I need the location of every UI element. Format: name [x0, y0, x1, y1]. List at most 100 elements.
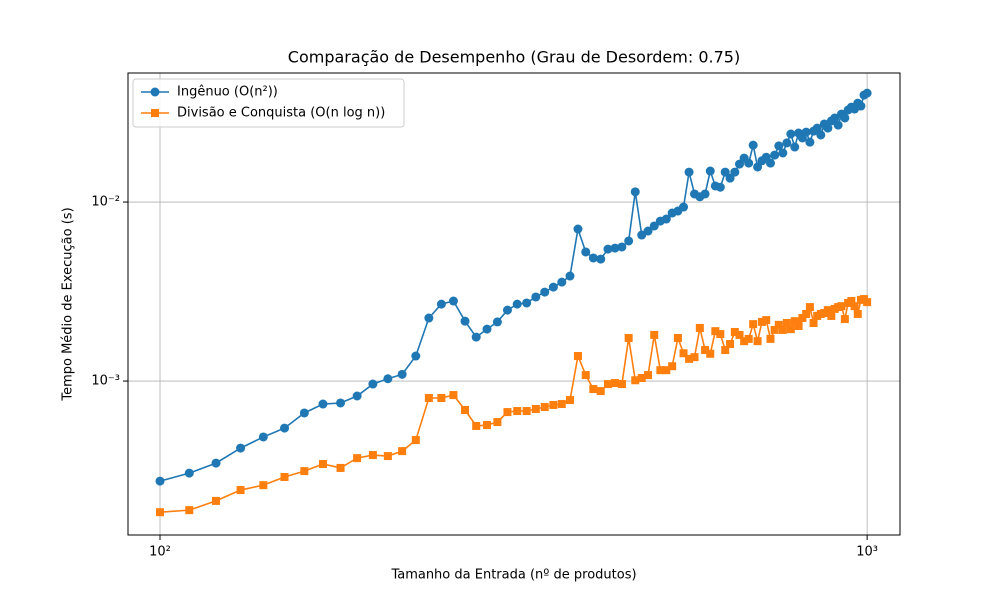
marker [715, 182, 725, 192]
marker [637, 373, 646, 382]
marker [726, 340, 735, 349]
marker [701, 346, 710, 355]
marker [565, 271, 575, 281]
legend-box [132, 78, 405, 128]
marker [512, 299, 522, 309]
marker [437, 394, 446, 403]
marker [766, 334, 775, 343]
marker [685, 354, 694, 363]
y-tick-label: 10⁻³ [91, 374, 120, 389]
marker [540, 403, 549, 412]
marker [383, 452, 392, 461]
marker [299, 408, 309, 418]
marker [603, 244, 613, 254]
marker [649, 221, 659, 231]
marker [461, 406, 470, 415]
marker [411, 351, 421, 361]
x-tick-label: 10² [149, 545, 171, 560]
marker [757, 317, 766, 326]
marker [573, 224, 583, 234]
marker [695, 323, 704, 332]
marker [790, 142, 800, 152]
marker [740, 337, 749, 346]
marker [790, 317, 799, 326]
marker [730, 327, 739, 336]
marker [424, 394, 433, 403]
marker [847, 297, 856, 306]
marker [522, 298, 532, 308]
marker [782, 138, 792, 148]
x-axis-label: Tamanho da Entrada (nº de produtos) [390, 568, 636, 583]
marker [531, 404, 540, 413]
marker [548, 282, 558, 292]
marker [318, 399, 328, 409]
marker [827, 311, 836, 320]
marker [748, 140, 758, 150]
marker [721, 346, 730, 355]
marker [705, 166, 715, 176]
marker [424, 313, 434, 323]
marker [236, 486, 245, 495]
marker [631, 376, 640, 385]
marker [493, 418, 502, 427]
marker [700, 189, 710, 199]
marker [472, 421, 481, 430]
marker [503, 408, 512, 417]
marker [540, 287, 550, 297]
marker [184, 468, 194, 478]
marker [212, 496, 221, 505]
marker [383, 374, 393, 384]
legend-label: Ingênuo (O(n²)) [177, 85, 278, 100]
marker [336, 398, 346, 408]
marker [744, 334, 753, 343]
marker [236, 443, 246, 453]
marker [531, 292, 541, 302]
marker [610, 243, 620, 253]
marker [786, 325, 795, 334]
plot-frame [127, 72, 901, 536]
marker [778, 325, 787, 334]
marker [280, 473, 289, 482]
marker [482, 421, 491, 430]
marker [762, 316, 771, 325]
marker [155, 476, 165, 486]
marker [730, 167, 740, 177]
marker [156, 508, 165, 517]
marker [774, 141, 784, 151]
marker [744, 158, 754, 168]
marker [749, 320, 758, 329]
legend-label: Divisão e Conquista (O(n log n)) [177, 106, 385, 121]
marker [706, 349, 715, 358]
marker [662, 366, 671, 375]
chart-title: Comparação de Desempenho (Grau de Desord… [288, 48, 740, 67]
marker [716, 330, 725, 339]
marker [812, 123, 822, 133]
marker [596, 254, 606, 264]
marker [809, 319, 818, 328]
marker [833, 120, 843, 130]
marker [862, 88, 872, 98]
marker [436, 299, 446, 309]
marker [668, 362, 677, 371]
marker [318, 459, 327, 468]
marker [557, 277, 567, 287]
legend-marker [151, 109, 159, 117]
marker [565, 396, 574, 405]
marker [786, 129, 796, 139]
marker [840, 315, 849, 324]
marker [720, 167, 730, 177]
marker [684, 167, 694, 177]
marker [573, 352, 582, 361]
marker [581, 371, 590, 380]
marker [823, 123, 833, 133]
marker [856, 101, 866, 111]
marker [778, 148, 788, 158]
marker [185, 506, 194, 515]
marker [448, 296, 458, 306]
marker [460, 316, 470, 326]
marker [753, 337, 762, 346]
marker [258, 432, 268, 442]
marker [611, 379, 620, 388]
marker [352, 391, 362, 401]
marker [823, 306, 832, 315]
